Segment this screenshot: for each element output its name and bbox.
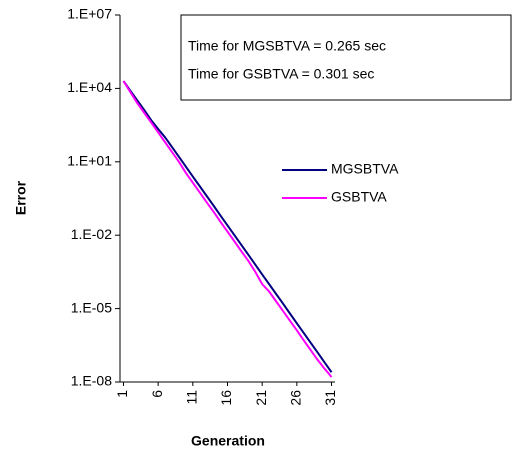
y-axis-title: Error	[13, 180, 29, 215]
series-line	[122, 80, 333, 373]
y-tick-label: 1.E-05	[71, 299, 112, 315]
y-tick-label: 1.E-02	[71, 226, 112, 242]
series-line	[122, 80, 333, 378]
x-tick-label: 11	[184, 390, 200, 405]
x-tick-label: 31	[322, 390, 338, 406]
x-tick-label: 16	[218, 390, 234, 406]
y-tick-label: 1.E-08	[71, 373, 112, 389]
x-tick-label: 26	[288, 390, 304, 406]
legend-label: GSBTVA	[331, 189, 387, 205]
legend-label: MGSBTVA	[331, 161, 399, 177]
x-tick-label: 1	[114, 390, 130, 398]
annotation-box	[180, 14, 512, 101]
y-tick-label: 1.E+04	[67, 79, 112, 95]
y-tick-label: 1.E+07	[67, 6, 112, 22]
y-tick-label: 1.E+01	[67, 153, 112, 169]
x-tick-label: 6	[149, 390, 165, 398]
x-tick-label: 21	[253, 390, 269, 406]
annotation: Time for GSBTVA = 0.301 sec	[188, 66, 374, 82]
x-axis-title: Generation	[191, 433, 265, 449]
annotation: Time for MGSBTVA = 0.265 sec	[188, 38, 386, 54]
